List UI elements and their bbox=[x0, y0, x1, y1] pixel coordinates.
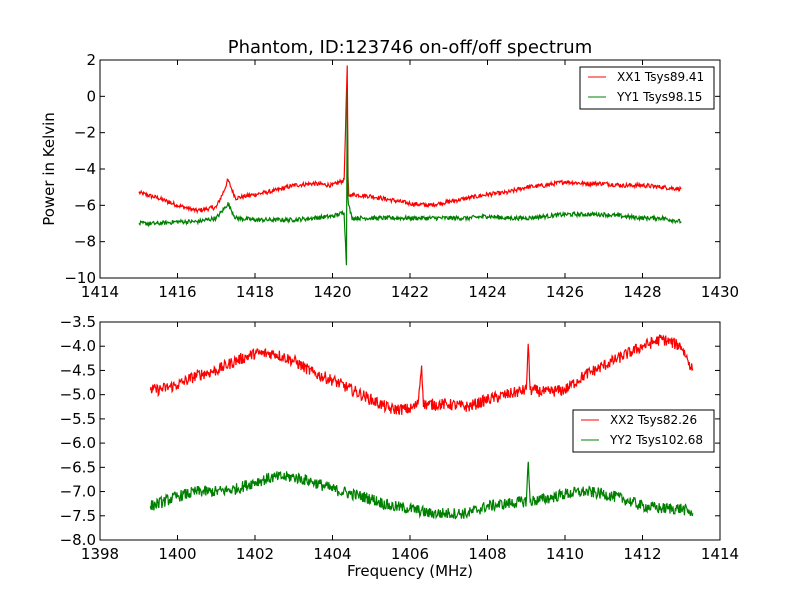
bottom-y-tick-label: −6.5 bbox=[60, 458, 96, 476]
bottom-y-tick-label: −6.0 bbox=[60, 434, 96, 452]
bottom-legend: XX2 Tsys82.26 YY2 Tsys102.68 bbox=[572, 409, 715, 453]
bottom-x-tick-label: 1412 bbox=[623, 545, 661, 563]
bottom-y-tick-label: −7.5 bbox=[60, 507, 96, 525]
bottom-x-tick-label: 1408 bbox=[468, 545, 506, 563]
top-y-axis-label: Power in Kelvin bbox=[40, 112, 58, 226]
bottom-x-tick-label: 1410 bbox=[546, 545, 584, 563]
bottom-x-axis-label: Frequency (MHz) bbox=[347, 562, 473, 580]
bottom-y-tick-label: −4.0 bbox=[60, 337, 96, 355]
top-y-tick-label: 0 bbox=[86, 87, 96, 105]
top-y-tick-label: −6 bbox=[74, 196, 96, 214]
top-series-line-1 bbox=[138, 89, 682, 266]
top-x-tick-label: 1426 bbox=[546, 283, 584, 301]
top-x-tick-label: 1422 bbox=[391, 283, 429, 301]
bottom-y-tick-label: −5.5 bbox=[60, 410, 96, 428]
top-x-tick-label: 1416 bbox=[158, 283, 196, 301]
top-x-tick-label: 1430 bbox=[701, 283, 739, 301]
top-y-tick-label: −10 bbox=[64, 269, 96, 287]
bottom-series-line-0 bbox=[149, 334, 694, 415]
bottom-x-tick-label: 1414 bbox=[701, 545, 739, 563]
legend-label-xx1: XX1 Tsys89.41 bbox=[617, 70, 704, 84]
top-y-tick-label: −4 bbox=[74, 160, 96, 178]
top-series-line-0 bbox=[138, 65, 682, 215]
top-x-tick-label: 1414 bbox=[81, 283, 119, 301]
bottom-series-line-1 bbox=[149, 461, 694, 520]
bottom-x-tick-label: 1406 bbox=[391, 545, 429, 563]
legend-label-yy1: YY1 Tsys98.15 bbox=[616, 90, 702, 104]
top-y-tick-label: −2 bbox=[74, 124, 96, 142]
bottom-plot-area: 1398 1400 1402 1404 1406 1408 1410 1412 1414 −8.0… bbox=[60, 313, 740, 563]
top-plot-area: 1414 1416 1418 1420 1422 1424 1426 1428 1430 −10 −… bbox=[64, 51, 739, 301]
legend-label-yy2: YY2 Tsys102.68 bbox=[609, 433, 703, 447]
bottom-y-tick-label: −8.0 bbox=[60, 531, 96, 549]
top-x-tick-label: 1424 bbox=[468, 283, 506, 301]
bottom-y-tick-label: −5.0 bbox=[60, 386, 96, 404]
bottom-legend-box bbox=[572, 409, 715, 453]
bottom-x-tick-label: 1400 bbox=[158, 545, 196, 563]
top-legend: XX1 Tsys89.41 YY1 Tsys98.15 bbox=[579, 66, 715, 110]
chart-title: Phantom, ID:123746 on-off/off spectrum bbox=[228, 37, 592, 58]
legend-label-xx2: XX2 Tsys82.26 bbox=[610, 413, 697, 427]
bottom-x-tick-label: 1398 bbox=[81, 545, 119, 563]
top-y-tick-label: −8 bbox=[74, 233, 96, 251]
top-y-tick-label: 2 bbox=[86, 51, 96, 69]
bottom-x-tick-label: 1404 bbox=[313, 545, 351, 563]
top-x-tick-label: 1418 bbox=[236, 283, 274, 301]
bottom-y-tick-label: −7.0 bbox=[60, 483, 96, 501]
bottom-y-tick-label: −3.5 bbox=[60, 313, 96, 331]
top-x-tick-label: 1428 bbox=[623, 283, 661, 301]
bottom-y-tick-label: −4.5 bbox=[60, 361, 96, 379]
top-x-tick-label: 1420 bbox=[313, 283, 351, 301]
top-legend-box bbox=[579, 66, 715, 110]
bottom-x-tick-label: 1402 bbox=[236, 545, 274, 563]
